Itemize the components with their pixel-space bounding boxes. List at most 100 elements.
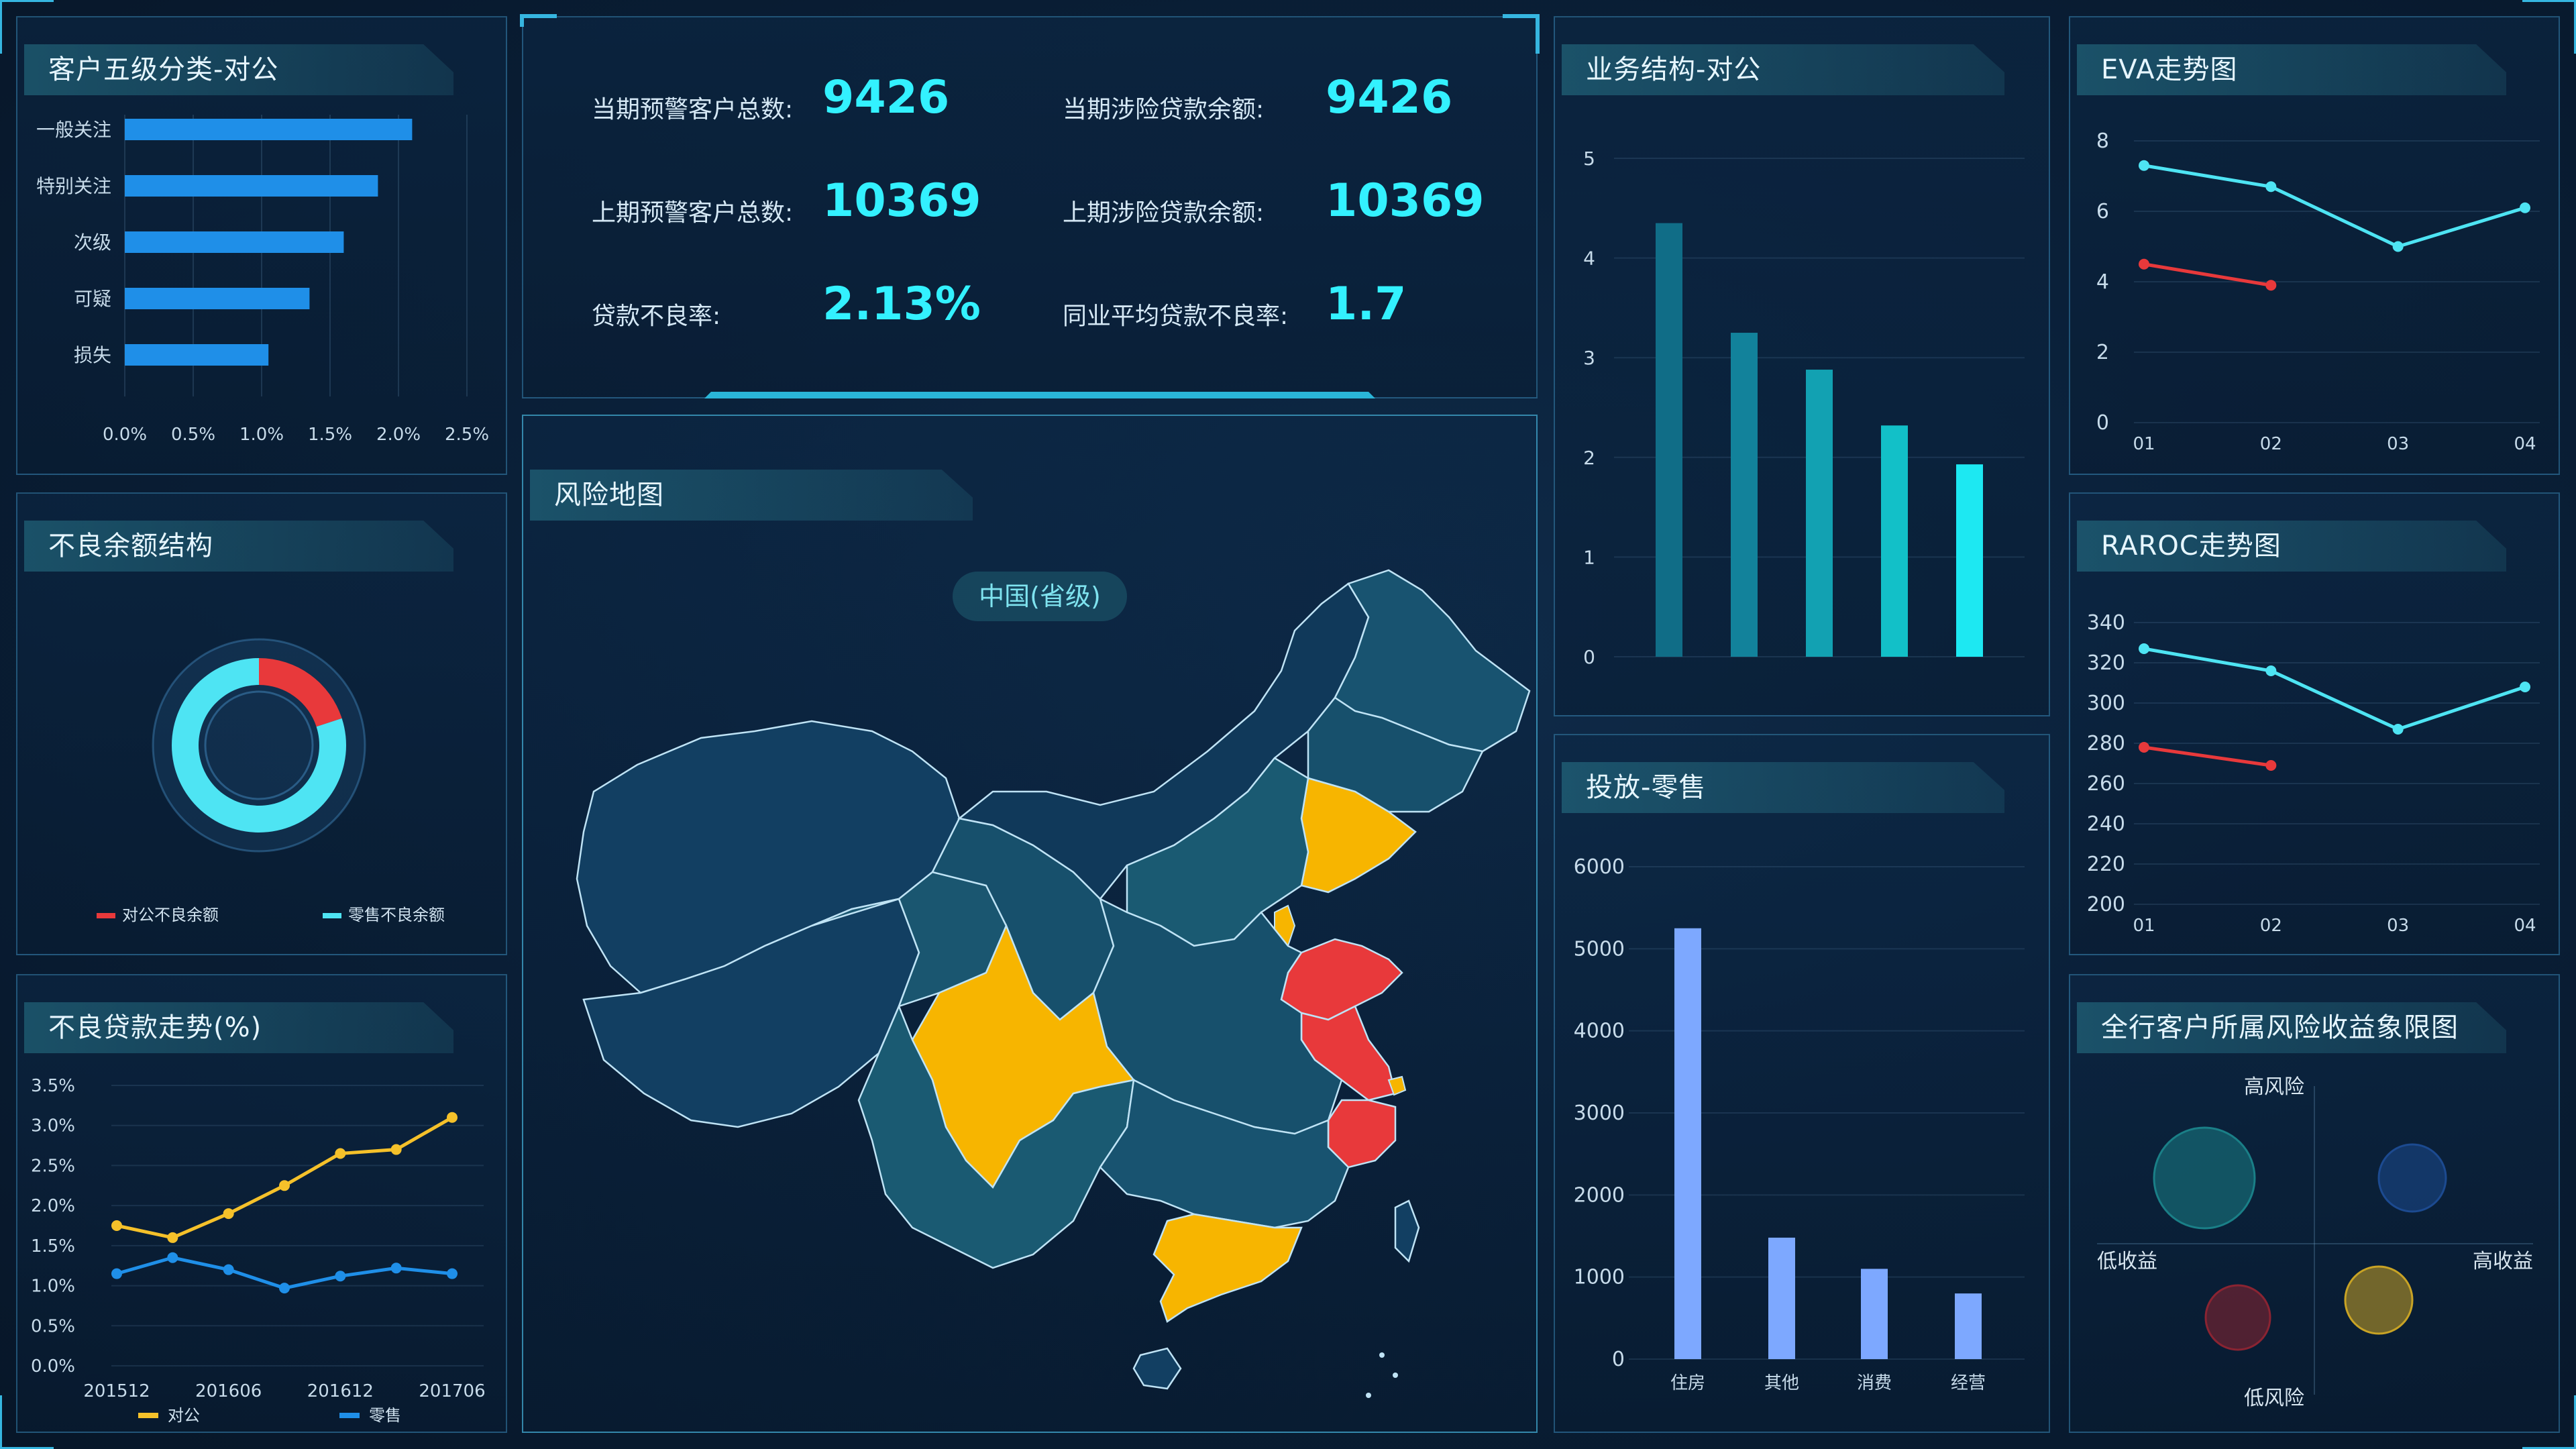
panel-stats: 当期预警客户总数: 9426 当期涉险贷款余额: 9426 上期预警客户总数: … <box>522 16 1538 398</box>
series-line <box>2143 647 2526 731</box>
y-tick-label: 2.5% <box>31 1156 75 1176</box>
x-tick-label: 经营 <box>1951 1373 1986 1393</box>
y-tick-label: 320 <box>2087 651 2125 675</box>
legend-swatch <box>138 1413 158 1418</box>
stat-label: 贷款不良率: <box>592 303 721 330</box>
panel-title: 全行客户所属风险收益象限图 <box>2077 1002 2506 1053</box>
bar <box>1861 1269 1888 1359</box>
x-tick-label: 01 <box>2133 916 2155 936</box>
data-point <box>2392 241 2404 252</box>
x-tick-label: 04 <box>2514 916 2536 936</box>
bar <box>125 231 344 253</box>
legend-label: 零售不良余额 <box>348 906 445 924</box>
data-point <box>223 1208 234 1220</box>
retail-chart: 0 1000 2000 3000 4000 5000 6000 住房 其他 消费 经营 <box>1574 855 2025 1393</box>
y-tick-label: 次级 <box>74 231 111 254</box>
legend-label: 对公 <box>168 1406 200 1425</box>
pie-slice <box>172 658 346 833</box>
y-tick-label: 可疑 <box>74 288 111 310</box>
stat-value: 10369 <box>1326 174 1485 227</box>
y-tick-label: 2000 <box>1574 1183 1625 1207</box>
y-tick-label: 300 <box>2087 692 2125 715</box>
bar <box>1768 1237 1795 1359</box>
data-point <box>2265 181 2277 193</box>
bad-loan-trend-chart: 0.0% 0.5% 1.0% 1.5% 2.0% 2.5% 3.0% 3.5% 201512 20… <box>31 1076 486 1425</box>
y-tick-label: 0 <box>1583 646 1595 668</box>
x-tick-label: 其他 <box>1764 1373 1799 1393</box>
data-point <box>279 1180 290 1191</box>
series-line <box>2143 262 2271 287</box>
x-tick-label: 消费 <box>1857 1373 1892 1393</box>
data-point <box>2520 202 2530 213</box>
stat-value: 2.13% <box>822 278 981 331</box>
panel-title: 不良余额结构 <box>24 521 453 572</box>
data-point <box>447 1268 458 1279</box>
y-tick-label: 3 <box>1583 347 1595 369</box>
map-subtitle-text: 中国(省级) <box>979 582 1101 611</box>
panel-quadrant: 全行客户所属风险收益象限图 高风险 低风险 低收益 高收益 <box>2069 974 2560 1433</box>
data-point <box>2392 724 2404 735</box>
bar <box>125 175 378 197</box>
series-line <box>2143 164 2526 249</box>
data-point <box>111 1220 122 1231</box>
y-tick-label: 2 <box>2096 341 2109 364</box>
x-tick-label: 201706 <box>419 1381 485 1401</box>
y-tick-label: 200 <box>2087 893 2125 916</box>
china-map <box>576 569 1531 1398</box>
data-point <box>167 1232 178 1243</box>
x-tick-label: 0.0% <box>103 425 147 445</box>
data-point <box>447 1112 458 1123</box>
y-tick-label: 8 <box>2096 129 2109 153</box>
quadrant-label-bottom: 低风险 <box>2244 1387 2304 1410</box>
quadrant-bubble <box>2153 1126 2256 1230</box>
panel-title: 不良贷款走势(%) <box>24 1002 453 1053</box>
y-tick-label: 340 <box>2087 611 2125 635</box>
panel-title: RAROC走势图 <box>2077 521 2506 572</box>
data-point <box>2265 665 2277 676</box>
quadrant-label-left: 低收益 <box>2097 1250 2157 1273</box>
quadrant-bubble <box>2204 1284 2271 1351</box>
y-tick-label: 260 <box>2087 772 2125 796</box>
legend-swatch <box>323 913 341 918</box>
raroc-chart: 200 220 240 260 280 300 320 340 01 02 03 04 <box>2087 611 2540 936</box>
panel-bad-balance: 不良余额结构 对公不良余额 零售不良余额 <box>16 492 507 955</box>
legend-label: 零售 <box>369 1406 401 1425</box>
panel-risk-map: 风险地图 中国(省级) <box>522 415 1538 1433</box>
x-tick-label: 201612 <box>307 1381 374 1401</box>
stat-label: 上期涉险贷款余额: <box>1063 199 1265 227</box>
map-island <box>1393 1373 1398 1378</box>
data-point <box>2139 160 2149 171</box>
panel-biz-structure: 业务结构-对公 0 1 2 3 4 5 <box>1554 16 2050 716</box>
stat-value: 9426 <box>822 71 950 124</box>
stat-label: 当期涉险贷款余额: <box>1063 96 1265 123</box>
y-tick-label: 6 <box>2096 200 2109 223</box>
data-point <box>2265 760 2277 771</box>
panel-title: 客户五级分类-对公 <box>24 44 453 95</box>
panel-retail: 投放-零售 0 1000 2000 3000 4000 5000 6000 住房 其他 消费 经营 <box>1554 734 2050 1433</box>
data-point <box>390 1263 402 1274</box>
series-line <box>116 1116 453 1240</box>
stat-label: 同业平均贷款不良率: <box>1063 303 1289 330</box>
x-tick-label: 02 <box>2260 434 2282 454</box>
bar <box>1806 370 1833 657</box>
bar <box>1956 464 1983 657</box>
y-tick-label: 5000 <box>1574 937 1625 961</box>
data-point <box>390 1144 402 1155</box>
map-region-taiwan <box>1394 1199 1420 1263</box>
x-tick-label: 03 <box>2387 434 2409 454</box>
map-subtitle: 中国(省级) <box>953 572 1127 621</box>
legend-swatch <box>97 913 115 918</box>
bar <box>1656 223 1682 657</box>
x-tick-label: 1.5% <box>308 425 352 445</box>
y-tick-label: 1.0% <box>31 1277 75 1297</box>
y-tick-label: 0 <box>2096 411 2109 435</box>
y-tick-label: 240 <box>2087 812 2125 836</box>
panel-raroc: RAROC走势图 200 220 240 260 280 300 320 340 01 02 03 0… <box>2069 492 2560 955</box>
stat-value: 1.7 <box>1326 278 1407 331</box>
x-tick-label: 住房 <box>1670 1373 1705 1393</box>
y-tick-label: 0 <box>1612 1348 1625 1371</box>
y-tick-label: 280 <box>2087 732 2125 755</box>
map-island <box>1366 1393 1371 1398</box>
